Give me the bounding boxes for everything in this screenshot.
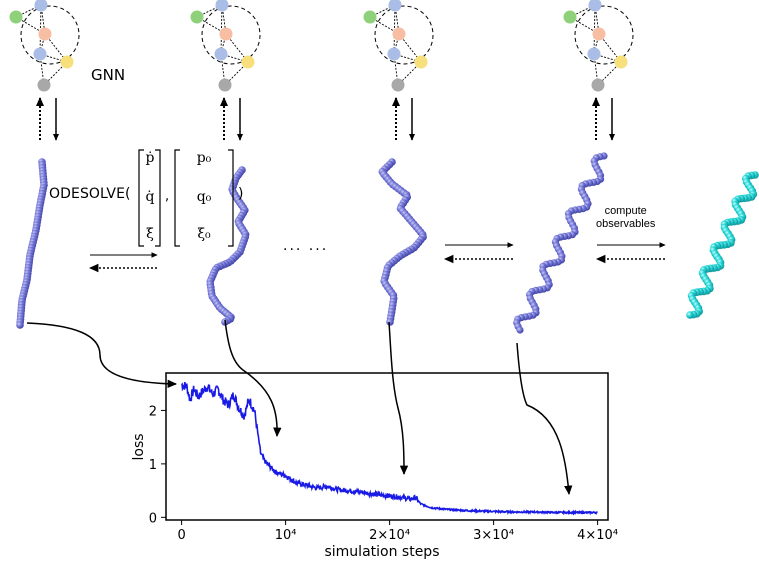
- right-bracket-open: [174, 149, 180, 247]
- gnn-graph-group: [9, 0, 634, 92]
- compute-observables-label: compute observables: [596, 205, 655, 231]
- y-tick-label: 1: [149, 458, 157, 473]
- graph-node: [614, 55, 628, 69]
- pdot-entry: ṗ: [145, 150, 155, 166]
- chart-frame: [165, 372, 609, 521]
- y-tick-label: 2: [149, 404, 157, 419]
- xidot-entry: ξ̇: [146, 226, 154, 242]
- gnn-graph-4: [563, 0, 634, 92]
- x-tick-label: 0: [177, 528, 185, 543]
- horizontal-arrows: [88, 242, 666, 273]
- chain-1: [16, 158, 48, 329]
- gnn-graph-2: [190, 0, 261, 92]
- graph-node: [388, 0, 402, 12]
- chain-bead: [386, 318, 394, 326]
- graph-boundary: [201, 5, 261, 65]
- gnn-label: GNN: [91, 66, 126, 84]
- right-bracket-close: [228, 149, 234, 247]
- vector-comma: ,: [165, 189, 170, 204]
- graph-node: [588, 0, 602, 12]
- graph-node: [218, 78, 232, 92]
- x-tick-label: 3×10⁴: [473, 528, 514, 543]
- ellipsis: ··· ···: [283, 242, 329, 258]
- graph-node: [592, 27, 606, 41]
- ode-vectors: [138, 149, 234, 247]
- chain-4: [513, 152, 608, 334]
- p0-entry: p₀: [196, 150, 212, 166]
- gnn-graph-1: [9, 0, 80, 92]
- x-tick-label: 2×10⁴: [369, 528, 410, 543]
- graph-node: [37, 78, 51, 92]
- graph-node: [214, 47, 228, 61]
- loss-series: [180, 381, 598, 516]
- graph-node: [414, 55, 428, 69]
- chart-ticks: 0 10⁴ 2×10⁴ 3×10⁴ 4×10⁴ 0 1 2: [149, 404, 618, 543]
- loss-chart: 0 10⁴ 2×10⁴ 3×10⁴ 4×10⁴ 0 1 2 loss simulation s…: [131, 372, 618, 560]
- y-tick-label: 0: [149, 511, 157, 526]
- graph-node: [392, 27, 406, 41]
- graph-node: [60, 55, 74, 69]
- qdot-entry: q̇: [145, 189, 155, 205]
- graph-node: [391, 78, 405, 92]
- connector-curves: [26, 319, 573, 496]
- compute-line-2: observables: [596, 218, 656, 230]
- graph-boundary: [374, 5, 434, 65]
- graph-node: [587, 47, 601, 61]
- x-tick-label: 4×10⁴: [577, 528, 618, 543]
- graph-node: [9, 10, 23, 24]
- y-axis-label: loss: [131, 433, 147, 460]
- left-bracket-close: [155, 149, 161, 247]
- x-axis-label: simulation steps: [324, 544, 439, 560]
- compute-line-1: compute: [604, 205, 647, 217]
- xi0-entry: ξ₀: [197, 226, 211, 242]
- gnn-graph-3: [363, 0, 434, 92]
- chain-bead: [686, 311, 694, 319]
- graph-boundary: [20, 5, 80, 65]
- chain-bead: [516, 326, 524, 334]
- graph-node: [241, 55, 255, 69]
- graph-node: [215, 0, 229, 12]
- graph-node: [33, 47, 47, 61]
- chain-final: [686, 171, 759, 319]
- graph-node: [387, 47, 401, 61]
- graph-node: [34, 0, 48, 12]
- q0-entry: q₀: [196, 189, 212, 205]
- graph-node: [591, 78, 605, 92]
- odesolve-label: ODESOLVE(: [49, 186, 131, 202]
- graph-node: [38, 27, 52, 41]
- connector-2: [224, 319, 282, 438]
- graph-node: [563, 10, 577, 24]
- odesolve-close-paren: ): [238, 186, 244, 202]
- connector-1: [26, 322, 178, 389]
- chain-bead: [16, 321, 24, 329]
- graph-node: [219, 27, 233, 41]
- connector-3: [388, 321, 409, 476]
- graph-boundary: [574, 5, 634, 65]
- protein-chains: [16, 152, 759, 334]
- loss-line: [180, 381, 598, 516]
- connector-4: [516, 342, 573, 496]
- chain-3: [378, 158, 427, 326]
- vertical-arrows: [36, 97, 615, 141]
- graph-node: [190, 10, 204, 24]
- graph-node: [363, 10, 377, 24]
- x-tick-label: 10⁴: [275, 528, 297, 543]
- left-bracket-open: [138, 149, 144, 247]
- chain-2: [206, 166, 250, 326]
